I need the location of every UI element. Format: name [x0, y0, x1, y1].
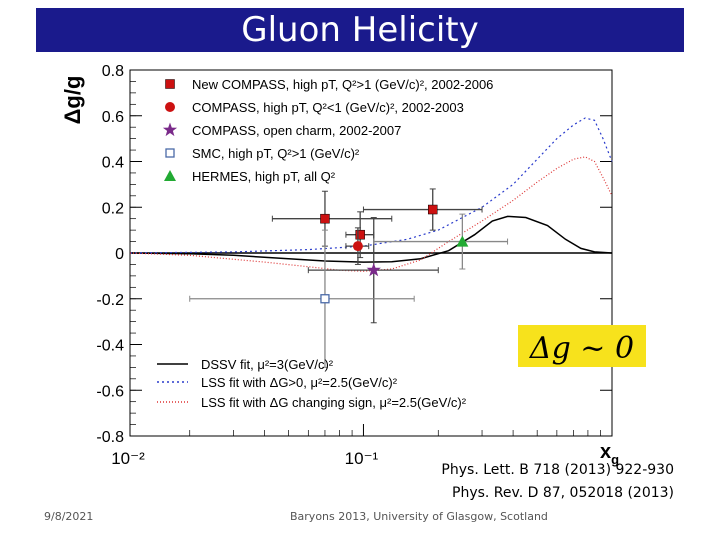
x-tick-label: 10⁻²	[111, 449, 145, 468]
legend-curve-label: DSSV fit, μ²=3(GeV/c)²	[201, 357, 334, 372]
curve-1	[129, 117, 613, 254]
data-point-1-0	[352, 241, 363, 252]
data-point-2-0	[366, 262, 381, 277]
y-tick-label: 0.4	[102, 155, 124, 172]
y-tick-label: -0.8	[96, 429, 124, 446]
y-tick-label: 0	[115, 246, 124, 263]
legend-label: SMC, high pT, Q²>1 (GeV/c)²	[192, 146, 360, 161]
curve-2	[129, 156, 613, 272]
slide-title: Gluon Helicity	[241, 10, 479, 50]
legend-curve-label: LSS fit with ΔG>0, μ²=2.5(GeV/c)²	[201, 375, 398, 390]
slide-footer: Baryons 2013, University of Glasgow, Sco…	[290, 510, 548, 523]
slide-date: 9/8/2021	[44, 510, 94, 523]
legend-label: COMPASS, open charm, 2002-2007	[192, 123, 401, 138]
y-tick-label: -0.4	[96, 338, 124, 355]
legend-marker-4	[164, 170, 176, 181]
data-point-3-0	[320, 294, 330, 304]
data-point-0-1	[355, 229, 365, 240]
annotation-text: Δg ~ 0	[529, 331, 634, 366]
y-tick-label: 0.6	[102, 109, 124, 126]
legend-curve-label: LSS fit with ΔG changing sign, μ²=2.5(Ge…	[201, 395, 467, 410]
y-axis-label: Δg/g	[60, 76, 85, 125]
data-point-0-0	[320, 213, 330, 224]
legend-label: COMPASS, high pT, Q²<1 (GeV/c)², 2002-20…	[192, 100, 464, 115]
reference-1: Phys. Lett. B 718 (2013) 922-930	[441, 462, 674, 478]
annotation-box	[518, 325, 646, 367]
y-tick-label: -0.6	[96, 383, 124, 400]
y-tick-label: 0.2	[102, 200, 124, 217]
legend-marker-3	[165, 148, 175, 158]
legend-marker-1	[165, 102, 175, 112]
y-tick-label: 0.8	[102, 63, 124, 80]
curve-0	[129, 215, 613, 263]
legend-marker-0	[165, 79, 175, 89]
data-point-0-2	[427, 204, 438, 215]
legend-label: HERMES, high pT, all Q²	[192, 169, 336, 184]
y-tick-label: -0.2	[96, 292, 124, 309]
legend-label: New COMPASS, high pT, Q²>1 (GeV/c)², 200…	[192, 77, 493, 92]
data-point-4-0	[456, 235, 469, 247]
slide-title-bar: Gluon Helicity	[36, 8, 684, 52]
reference-2: Phys. Rev. D 87, 052018 (2013)	[452, 485, 674, 501]
legend-marker-2	[162, 122, 178, 137]
x-tick-label: 10⁻¹	[345, 449, 379, 468]
